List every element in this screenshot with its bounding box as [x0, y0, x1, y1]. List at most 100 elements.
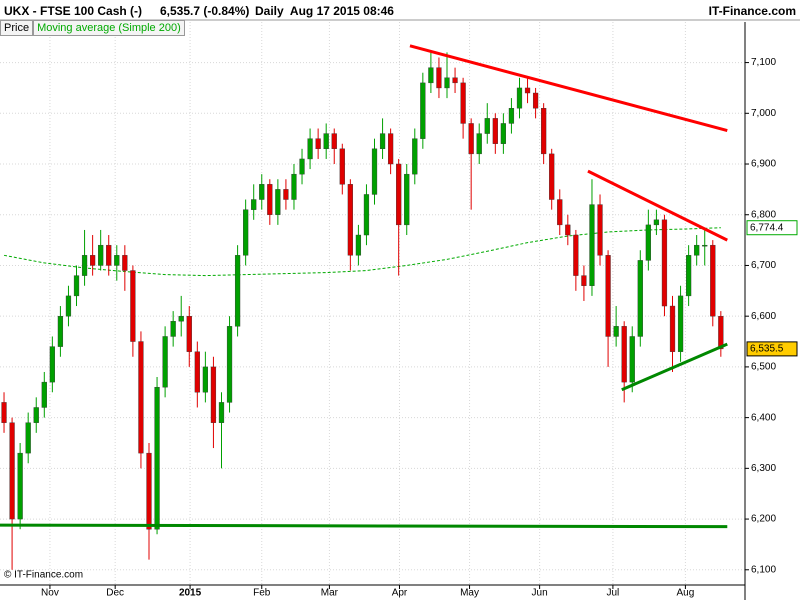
candle-body — [251, 199, 257, 210]
candle-body — [218, 402, 225, 423]
candle-body — [210, 366, 217, 423]
candle-body — [677, 295, 684, 352]
candle-body — [49, 346, 55, 383]
candle-body — [669, 305, 676, 352]
candle-body — [347, 184, 353, 256]
candle-body — [694, 244, 700, 256]
y-tick-label: 6,800 — [751, 209, 776, 220]
candle-body — [138, 341, 144, 454]
candle-body — [396, 163, 402, 226]
x-tick-label: Jul — [607, 588, 620, 599]
candle-body — [25, 422, 31, 454]
candle-body — [436, 67, 442, 89]
candle-body — [331, 133, 337, 150]
candle-body — [597, 204, 603, 256]
candle-body — [33, 407, 39, 423]
trendline — [409, 44, 728, 132]
candle-body — [420, 82, 426, 139]
candle-body — [686, 255, 692, 297]
candle-body — [323, 133, 329, 150]
y-tick-label: 6,100 — [751, 564, 776, 575]
candle-body — [565, 224, 571, 236]
candle-body — [524, 87, 531, 94]
candle-body — [621, 326, 627, 383]
brand: IT-Finance.com — [708, 4, 796, 18]
candle-body — [98, 244, 104, 266]
candle-body — [428, 67, 434, 84]
candle-body — [412, 138, 418, 175]
candle-body — [605, 255, 611, 337]
x-tick-label: May — [460, 588, 479, 599]
candle-body — [154, 386, 160, 530]
trendline — [587, 169, 728, 242]
candle-body — [194, 351, 200, 393]
candle-body — [162, 336, 168, 388]
candle-body — [379, 133, 386, 150]
x-tick-label: Feb — [253, 588, 271, 599]
candle-body — [283, 189, 289, 200]
candle-body — [661, 219, 668, 307]
x-tick-label: Nov — [41, 588, 59, 599]
candle-body — [468, 123, 474, 155]
candle-body — [452, 77, 458, 84]
candle-body — [17, 452, 23, 520]
legend: Price Moving average (Simple 200) — [0, 20, 185, 36]
candle-body — [629, 336, 635, 383]
candle-body — [122, 255, 128, 271]
candle-body — [492, 118, 498, 144]
candle-body — [557, 199, 563, 226]
quote: 6,535.7 (-0.84%) — [160, 4, 250, 18]
candle-body — [460, 82, 466, 124]
candle-body — [718, 315, 724, 350]
candle-body — [702, 244, 708, 247]
candle-body — [363, 194, 370, 236]
candle-body — [484, 118, 490, 134]
x-tick-label: Apr — [392, 588, 408, 599]
candle-body — [226, 326, 233, 403]
legend-ma[interactable]: Moving average (Simple 200) — [33, 20, 185, 36]
candle-body — [243, 209, 249, 256]
candle-body — [65, 295, 72, 317]
candle-body — [573, 234, 579, 276]
timestamp: Daily Aug 17 2015 08:46 — [255, 4, 394, 18]
price-label-box — [746, 341, 798, 357]
candle-body — [549, 153, 555, 200]
candle-body — [73, 275, 80, 297]
x-tick-label: Dec — [106, 588, 124, 599]
y-tick-label: 7,100 — [751, 57, 776, 68]
candle-body — [202, 366, 208, 393]
x-tick-label: Mar — [321, 588, 339, 599]
candle-body — [613, 326, 619, 337]
candle-body — [541, 108, 547, 155]
y-tick-label: 6,200 — [751, 514, 776, 525]
candle-body — [106, 244, 112, 266]
candle-body — [516, 87, 523, 109]
y-tick-label: 6,500 — [751, 362, 776, 373]
candle-body — [114, 255, 120, 266]
candle-body — [90, 255, 96, 266]
symbol: UKX - FTSE 100 Cash (-) — [4, 4, 143, 18]
candle-body — [589, 204, 595, 286]
candle-body — [146, 452, 152, 530]
legend-price[interactable]: Price — [0, 20, 34, 36]
candle-body — [653, 219, 660, 226]
axis-panel — [745, 0, 800, 600]
candle-body — [267, 184, 273, 215]
header: UKX - FTSE 100 Cash (-) 6,535.7 (-0.84%)… — [0, 0, 800, 20]
y-tick-label: 7,000 — [751, 108, 776, 119]
candle-body — [637, 260, 643, 337]
candle-body — [170, 321, 176, 337]
candle-body — [645, 224, 651, 261]
watermark: © IT-Finance.com — [4, 570, 83, 581]
candle-body — [500, 123, 506, 144]
price-label-box — [746, 220, 798, 236]
candle-body — [130, 270, 136, 342]
candle-body — [234, 255, 241, 327]
candle-body — [315, 138, 321, 150]
candle-body — [259, 184, 265, 200]
candle-body — [339, 148, 345, 185]
candle-body — [404, 173, 410, 226]
y-tick-label: 6,900 — [751, 159, 776, 170]
